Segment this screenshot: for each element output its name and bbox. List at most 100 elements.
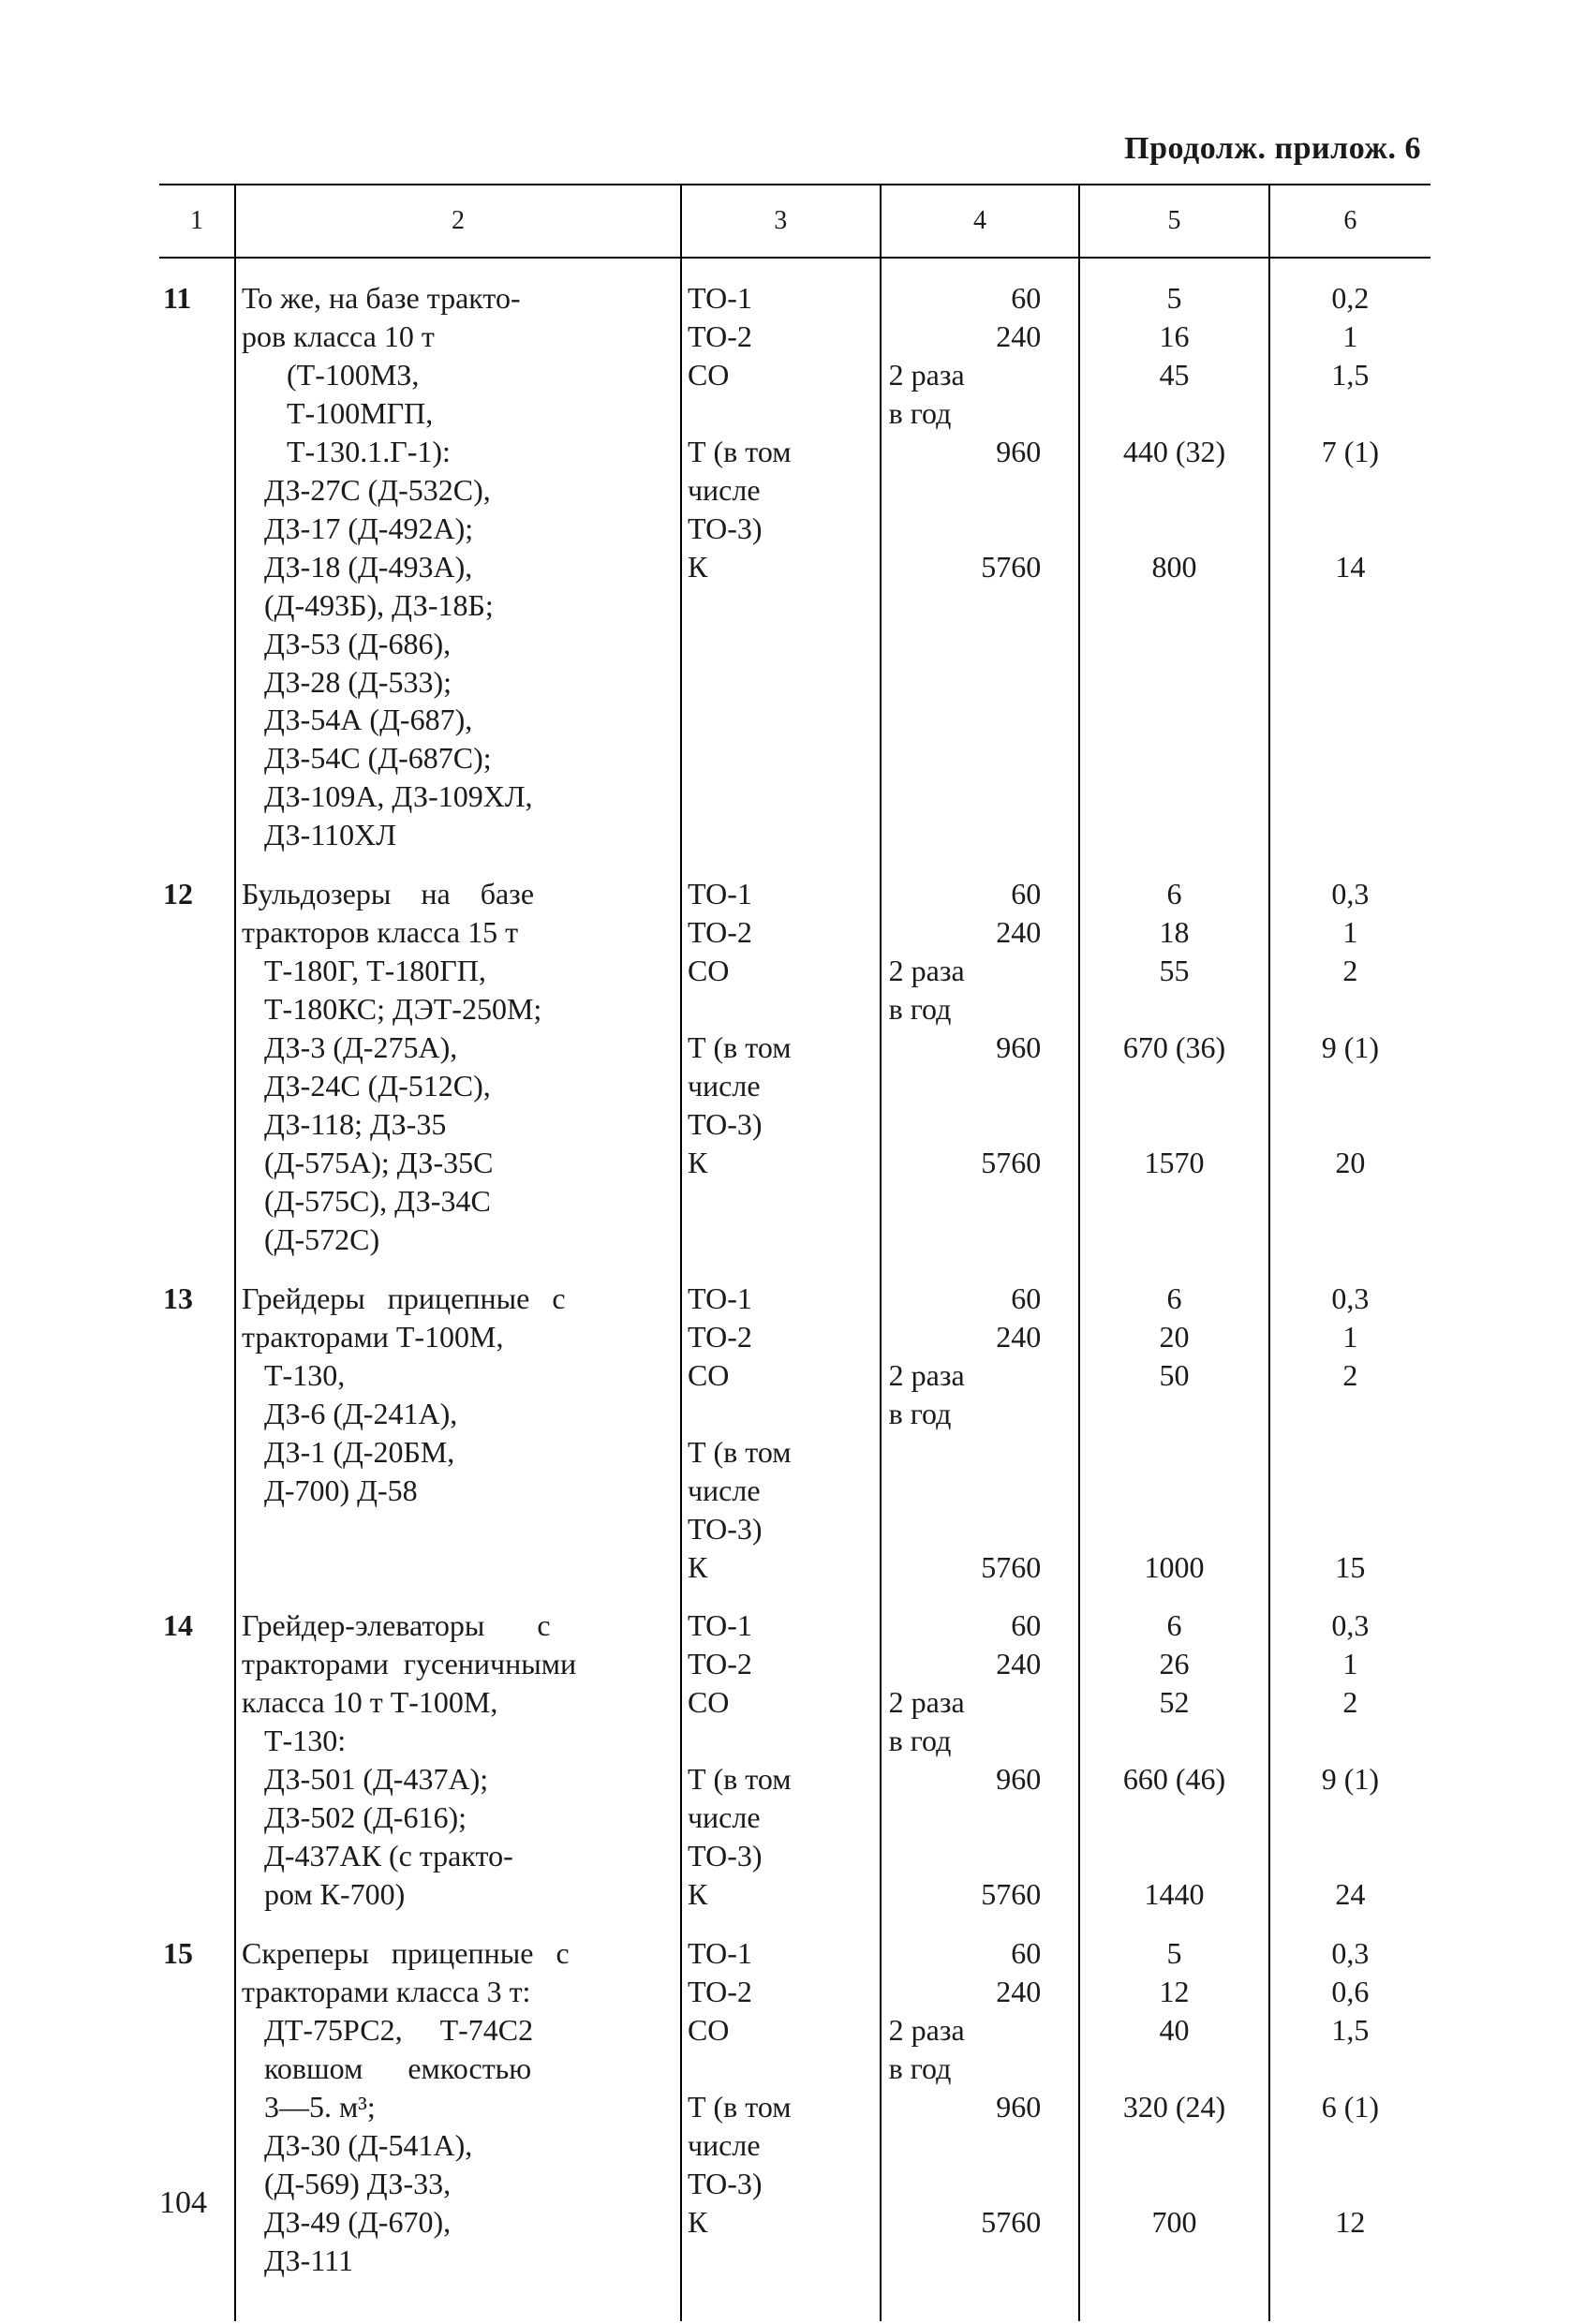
row-col5: 50 bbox=[1079, 1356, 1269, 1395]
table-row: Т-130.1.Г-1):Т (в том960440 (32)7 (1) bbox=[159, 433, 1430, 471]
row-col5: 700 bbox=[1079, 2203, 1269, 2242]
row-col5: 5 bbox=[1079, 1934, 1269, 1973]
row-number bbox=[159, 586, 235, 625]
table-header-row: 1 2 3 4 5 6 bbox=[159, 185, 1430, 258]
row-col6 bbox=[1269, 2242, 1430, 2280]
row-col5 bbox=[1079, 1837, 1269, 1875]
row-number bbox=[159, 1472, 235, 1510]
row-description: Д-700) Д-58 bbox=[235, 1472, 681, 1510]
row-col6 bbox=[1269, 625, 1430, 663]
row-number bbox=[159, 1182, 235, 1221]
row-number bbox=[159, 510, 235, 548]
row-number bbox=[159, 663, 235, 702]
table-row: ДЗ-18 (Д-493А),К576080014 bbox=[159, 548, 1430, 586]
row-description: ДЗ-54С (Д-687С); bbox=[235, 739, 681, 777]
row-col6 bbox=[1269, 471, 1430, 510]
row-description: ДТ-75РС2, Т-74С2 bbox=[235, 2011, 681, 2050]
row-number bbox=[159, 394, 235, 433]
row-number: 11 bbox=[159, 279, 235, 318]
row-description: тракторами гусеничными bbox=[235, 1645, 681, 1683]
row-col6 bbox=[1269, 586, 1430, 625]
row-col5 bbox=[1079, 1799, 1269, 1837]
row-col3: СО bbox=[681, 1356, 881, 1395]
row-col3: ТО-3) bbox=[681, 1105, 881, 1144]
row-col6 bbox=[1269, 701, 1430, 739]
row-col3: ТО-2 bbox=[681, 1645, 881, 1683]
table-row: 11То же, на базе тракто-ТО-16050,2 bbox=[159, 279, 1430, 318]
row-col4 bbox=[881, 663, 1080, 702]
row-col3 bbox=[681, 2242, 881, 2280]
table-row: ров класса 10 тТО-2240161 bbox=[159, 318, 1430, 356]
row-col4 bbox=[881, 625, 1080, 663]
row-col6 bbox=[1269, 1182, 1430, 1221]
table-row: ром К-700)К5760144024 bbox=[159, 1875, 1430, 1914]
row-col5: 6 bbox=[1079, 875, 1269, 913]
row-description: ДЗ-17 (Д-492А); bbox=[235, 510, 681, 548]
table-row: тракторов класса 15 тТО-2240181 bbox=[159, 913, 1430, 952]
row-col6: 2 bbox=[1269, 1683, 1430, 1722]
table-row: Т-180КС; ДЭТ-250М;в год bbox=[159, 990, 1430, 1029]
row-col3: числе bbox=[681, 2126, 881, 2165]
row-col5 bbox=[1079, 1395, 1269, 1433]
row-col3: СО bbox=[681, 1683, 881, 1722]
row-number bbox=[159, 471, 235, 510]
row-description: Бульдозеры на базе bbox=[235, 875, 681, 913]
table-row: (Д-575А); ДЗ-35СК5760157020 bbox=[159, 1144, 1430, 1182]
row-col3: ТО-1 bbox=[681, 1606, 881, 1645]
row-description: ДЗ-49 (Д-670), bbox=[235, 2203, 681, 2242]
row-description: (Д-575А); ДЗ-35С bbox=[235, 1144, 681, 1182]
group-gap bbox=[159, 2301, 1430, 2321]
row-col5 bbox=[1079, 625, 1269, 663]
row-number bbox=[159, 1683, 235, 1722]
row-col6: 1,5 bbox=[1269, 2011, 1430, 2050]
row-col5 bbox=[1079, 1510, 1269, 1548]
row-col5: 20 bbox=[1079, 1318, 1269, 1356]
row-description: ДЗ-111 bbox=[235, 2242, 681, 2280]
row-number bbox=[159, 1799, 235, 1837]
row-col3: К bbox=[681, 1144, 881, 1182]
row-col3 bbox=[681, 701, 881, 739]
row-col4 bbox=[881, 1472, 1080, 1510]
row-col6: 24 bbox=[1269, 1875, 1430, 1914]
row-col3 bbox=[681, 394, 881, 433]
row-number bbox=[159, 990, 235, 1029]
row-description: класса 10 т Т-100М, bbox=[235, 1683, 681, 1722]
row-col6: 1,5 bbox=[1269, 356, 1430, 394]
row-col5 bbox=[1079, 2126, 1269, 2165]
row-description bbox=[235, 1548, 681, 1587]
row-description: ДЗ-54А (Д-687), bbox=[235, 701, 681, 739]
row-col6: 6 (1) bbox=[1269, 2088, 1430, 2126]
row-col3 bbox=[681, 2050, 881, 2088]
row-col5: 320 (24) bbox=[1079, 2088, 1269, 2126]
row-col5 bbox=[1079, 471, 1269, 510]
row-col4: в год bbox=[881, 394, 1080, 433]
row-col6 bbox=[1269, 777, 1430, 816]
row-col5 bbox=[1079, 2050, 1269, 2088]
row-number bbox=[159, 356, 235, 394]
table-row: ДЗ-118; ДЗ-35ТО-3) bbox=[159, 1105, 1430, 1144]
row-number: 13 bbox=[159, 1280, 235, 1318]
row-col5: 1000 bbox=[1079, 1548, 1269, 1587]
row-number bbox=[159, 2126, 235, 2165]
row-number bbox=[159, 1067, 235, 1105]
table-row: 3—5. м³;Т (в том960320 (24)6 (1) bbox=[159, 2088, 1430, 2126]
row-col5: 52 bbox=[1079, 1683, 1269, 1722]
row-number bbox=[159, 1510, 235, 1548]
row-number bbox=[159, 701, 235, 739]
row-col5: 1440 bbox=[1079, 1875, 1269, 1914]
row-col3: ТО-2 bbox=[681, 1973, 881, 2011]
row-col5 bbox=[1079, 701, 1269, 739]
row-col4 bbox=[881, 701, 1080, 739]
row-col6 bbox=[1269, 816, 1430, 854]
row-col5 bbox=[1079, 1433, 1269, 1472]
row-col6: 0,3 bbox=[1269, 875, 1430, 913]
table-row: Т-100МГП,в год bbox=[159, 394, 1430, 433]
row-col4: 60 bbox=[881, 875, 1080, 913]
row-col6 bbox=[1269, 1472, 1430, 1510]
row-col4: 960 bbox=[881, 1760, 1080, 1799]
row-col5: 440 (32) bbox=[1079, 433, 1269, 471]
row-description: ковшом емкостью bbox=[235, 2050, 681, 2088]
row-description: тракторами класса 3 т: bbox=[235, 1973, 681, 2011]
row-col4 bbox=[881, 1105, 1080, 1144]
group-gap bbox=[159, 2280, 1430, 2301]
